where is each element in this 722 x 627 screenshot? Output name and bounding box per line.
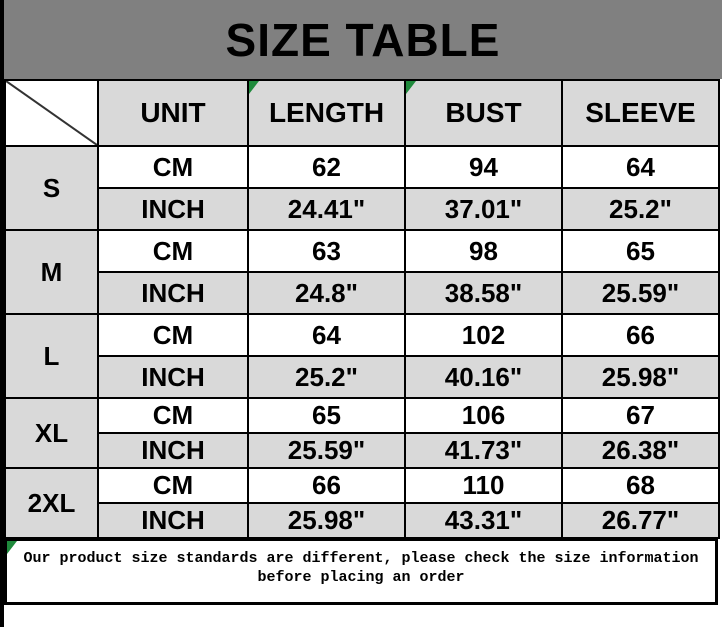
length-value: 25.2" [247,355,406,399]
unit-label: CM [97,145,249,189]
bust-value: 102 [404,313,563,357]
green-flag-icon [407,82,416,94]
length-value: 62 [247,145,406,189]
unit-label: INCH [97,271,249,315]
table-row-s-cm: S CM 62 94 64 [4,145,720,231]
footer-note: Our product size standards are different… [4,539,718,605]
bust-value: 106 [404,397,563,434]
col-header-sleeve: SLEEVE [561,79,720,147]
table-row-2xl-inch: INCH 25.98" 43.31" 26.77" [5,502,720,539]
col-header-bust-label: BUST [445,97,522,128]
col-header-length-label: LENGTH [268,97,385,128]
col-header-length: LENGTH [247,79,406,147]
sleeve-value: 65 [561,229,720,273]
length-value: 24.8" [247,271,406,315]
size-table: UNIT LENGTH BUST SLEEVE S CM 62 94 64 [4,79,720,539]
unit-label: INCH [97,432,249,469]
size-label-2xl: 2XL [4,467,99,539]
sleeve-value: 64 [561,145,720,189]
length-value: 24.41" [247,187,406,231]
bust-value: 110 [404,467,563,504]
unit-label: CM [97,313,249,357]
col-header-unit: UNIT [97,79,249,147]
size-label-m: M [4,229,99,315]
unit-label: CM [97,229,249,273]
sleeve-value: 66 [561,313,720,357]
table-row-xl-inch: INCH 25.59" 41.73" 26.38" [5,432,720,469]
sleeve-value: 67 [561,397,720,434]
sleeve-value: 68 [561,467,720,504]
length-value: 25.59" [247,432,406,469]
size-label-s: S [4,145,99,231]
table-row-s-inch: INCH 24.41" 37.01" 25.2" [5,187,720,231]
size-label-l: L [4,313,99,399]
unit-label: CM [97,467,249,504]
bust-value: 37.01" [404,187,563,231]
length-value: 25.98" [247,502,406,539]
diagonal-line [6,81,97,145]
length-value: 64 [247,313,406,357]
bust-value: 43.31" [404,502,563,539]
sleeve-value: 25.98" [561,355,720,399]
table-row-2xl-cm: 2XL CM 66 110 68 [4,467,720,539]
col-header-bust: BUST [404,79,563,147]
unit-label: INCH [97,187,249,231]
size-label-xl: XL [4,397,99,469]
green-flag-icon [250,82,259,94]
sleeve-value: 26.77" [561,502,720,539]
page-title: SIZE TABLE [225,13,501,66]
sleeve-value: 26.38" [561,432,720,469]
header-row: UNIT LENGTH BUST SLEEVE [4,79,720,147]
corner-cell [4,79,99,147]
unit-label: CM [97,397,249,434]
table-row-l-inch: INCH 25.2" 40.16" 25.98" [5,355,720,399]
table-row-xl-cm: XL CM 65 106 67 [4,397,720,469]
bust-value: 40.16" [404,355,563,399]
sleeve-value: 25.59" [561,271,720,315]
table-row-l-cm: L CM 64 102 66 [4,313,720,399]
bust-value: 38.58" [404,271,563,315]
unit-label: INCH [97,355,249,399]
footer-note-line1: Our product size standards are different… [23,550,699,567]
bust-value: 94 [404,145,563,189]
length-value: 66 [247,467,406,504]
green-flag-icon [7,541,17,554]
footer-note-line2: before placing an order [257,569,465,586]
length-value: 65 [247,397,406,434]
table-row-m-inch: INCH 24.8" 38.58" 25.59" [5,271,720,315]
sleeve-value: 25.2" [561,187,720,231]
unit-label: INCH [97,502,249,539]
table-row-m-cm: M CM 63 98 65 [4,229,720,315]
title-bar: SIZE TABLE [4,0,722,79]
bust-value: 41.73" [404,432,563,469]
bust-value: 98 [404,229,563,273]
length-value: 63 [247,229,406,273]
